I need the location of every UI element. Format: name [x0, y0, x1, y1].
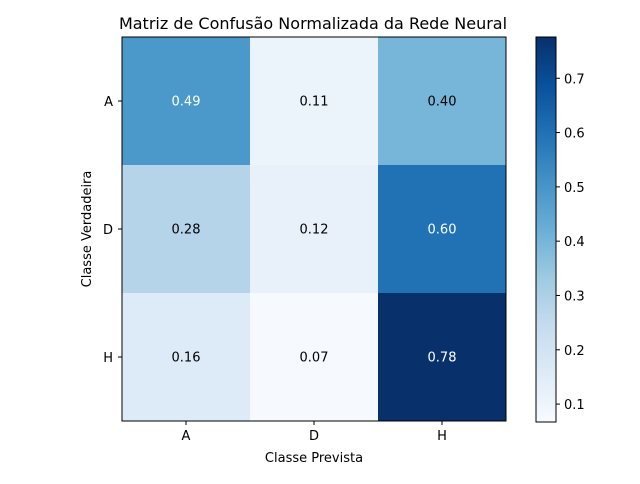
heatmap-cell	[250, 165, 378, 293]
cell-value-label: 0.28	[172, 223, 201, 238]
heatmap-cell	[250, 37, 378, 165]
y-tick-label: D	[103, 223, 113, 238]
cell-value-label: 0.60	[428, 223, 457, 238]
heatmap-cell	[122, 293, 250, 421]
cell-value-label: 0.07	[300, 351, 329, 366]
y-tick-label: H	[103, 351, 113, 366]
colorbar-ticks: 0.1 0.2 0.3 0.4 0.5 0.6 0.7	[556, 72, 585, 413]
x-tick-label: D	[309, 429, 319, 444]
cell-value-label: 0.40	[428, 95, 457, 110]
heatmap-cell	[250, 293, 378, 421]
cell-value-label: 0.11	[300, 95, 329, 110]
heatmap-cells: 0.49 0.11 0.40 0.28 0.12 0.60 0.16 0.07 0.78	[122, 37, 506, 421]
y-axis-label: Classe Verdadeira	[80, 171, 95, 288]
cell-value-label: 0.12	[300, 223, 329, 238]
x-tick-label: H	[437, 429, 447, 444]
heatmap-cell	[378, 165, 506, 293]
colorbar-tick-label: 0.4	[564, 235, 585, 250]
colorbar-tick-label: 0.1	[564, 398, 585, 413]
heatmap-cell	[378, 37, 506, 165]
cell-value-label: 0.78	[428, 351, 457, 366]
cell-value-label: 0.16	[172, 351, 201, 366]
x-tick-label: A	[182, 429, 191, 444]
colorbar-tick-label: 0.5	[564, 181, 585, 196]
colorbar-tick-label: 0.7	[564, 72, 585, 87]
colorbar-tick-label: 0.2	[564, 344, 585, 359]
cell-value-label: 0.49	[172, 95, 201, 110]
chart-title: Matriz de Confusão Normalizada da Rede N…	[119, 14, 507, 33]
y-tick-label: A	[104, 95, 113, 110]
heatmap-cell	[122, 37, 250, 165]
x-axis-label: Classe Prevista	[265, 451, 363, 466]
colorbar-tick-label: 0.6	[564, 127, 585, 142]
heatmap-cell	[378, 293, 506, 421]
colorbar-tick-label: 0.3	[564, 289, 585, 304]
colorbar	[535, 36, 557, 423]
heatmap-cell	[122, 165, 250, 293]
y-axis: A D H	[103, 95, 122, 366]
